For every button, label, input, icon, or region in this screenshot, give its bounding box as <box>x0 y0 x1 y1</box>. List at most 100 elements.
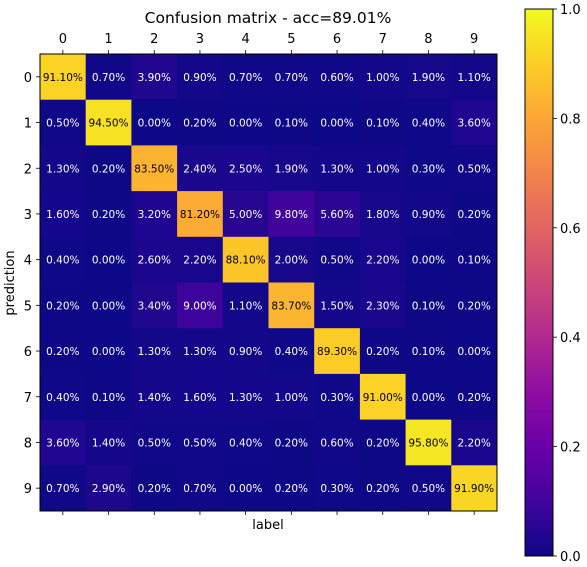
heatmap-cell <box>314 145 361 192</box>
cell-value-label: 0.20% <box>366 483 399 495</box>
heatmap-cell <box>405 373 452 421</box>
heatmap-cell <box>314 99 361 146</box>
heatmap-cell <box>40 419 87 466</box>
cell-value-label: 0.00% <box>92 300 125 312</box>
x-tick-label: 3 <box>196 32 204 47</box>
cell-value-label: 3.20% <box>138 209 171 221</box>
colorbar-tick-label: 0.0 <box>560 550 581 565</box>
cell-value-label: 0.60% <box>320 72 353 84</box>
y-tick-label: 9 <box>24 482 32 497</box>
cell-value-label: 83.70% <box>271 300 311 312</box>
colorbar-tick-label: 0.2 <box>560 441 581 456</box>
heatmap-cell <box>359 282 407 329</box>
heatmap-cell <box>359 236 407 283</box>
cell-value-label: 9.80% <box>275 209 308 221</box>
x-tick-label: 0 <box>59 32 67 47</box>
cell-value-label: 0.30% <box>412 163 445 175</box>
cell-value-label: 0.20% <box>366 437 399 449</box>
cell-value-label: 89.30% <box>317 346 357 358</box>
heatmap-cell <box>85 145 132 192</box>
cell-value-label: 5.60% <box>320 209 353 221</box>
cell-value-label: 1.30% <box>320 163 353 175</box>
heatmap-cell <box>40 236 87 283</box>
cell-value-label: 0.20% <box>183 118 216 130</box>
heatmap-cell <box>131 145 178 192</box>
cell-value-label: 0.00% <box>92 346 125 358</box>
heatmap-cell <box>268 54 315 101</box>
cell-value-label: 0.40% <box>229 437 262 449</box>
heatmap-cell <box>131 191 178 238</box>
cell-value-label: 1.30% <box>46 163 79 175</box>
cell-value-label: 0.70% <box>183 483 216 495</box>
plot-frame <box>39 53 498 512</box>
cell-value-label: 1.60% <box>183 392 216 404</box>
cell-value-label: 0.20% <box>92 209 125 221</box>
heatmap-cell <box>268 373 315 421</box>
heatmap-cell <box>359 373 407 421</box>
heatmap-cell <box>359 465 407 512</box>
heatmap-cell <box>40 282 87 329</box>
cell-value-label: 1.10% <box>229 300 262 312</box>
cell-value-label: 0.90% <box>412 209 445 221</box>
heatmap-cell <box>359 419 407 466</box>
heatmap-cell <box>451 373 498 421</box>
heatmap-cell <box>85 465 132 512</box>
cell-value-label: 0.30% <box>320 483 353 495</box>
cell-value-label: 0.00% <box>412 255 445 267</box>
heatmap-cell <box>40 465 87 512</box>
cell-value-label: 0.20% <box>457 209 490 221</box>
cell-value-label: 0.00% <box>229 483 262 495</box>
cell-value-label: 3.60% <box>457 118 490 130</box>
heatmap-cell <box>405 328 452 375</box>
heatmap-cell <box>40 191 87 238</box>
heatmap-cell <box>314 465 361 512</box>
cell-value-label: 1.30% <box>229 392 262 404</box>
heatmap-cell <box>405 99 452 146</box>
heatmap-cell <box>268 99 315 146</box>
heatmap-cell <box>268 191 315 238</box>
cell-value-label: 1.00% <box>366 72 399 84</box>
heatmap-cell <box>131 282 178 329</box>
cell-value-label: 2.30% <box>366 300 399 312</box>
heatmap-cell <box>268 236 315 283</box>
heatmap-cell <box>177 145 224 192</box>
cell-value-label: 1.00% <box>275 392 308 404</box>
cell-value-label: 1.80% <box>366 209 399 221</box>
heatmap-cell <box>314 419 361 466</box>
heatmap-cell <box>359 145 407 192</box>
heatmap-cell <box>451 328 498 375</box>
y-tick-label: 4 <box>24 254 32 269</box>
heatmap-cell <box>85 54 132 101</box>
cell-value-label: 0.00% <box>320 118 353 130</box>
cell-value-label: 9.00% <box>183 300 216 312</box>
heatmap-cell <box>40 373 87 421</box>
heatmap-cell <box>405 236 452 283</box>
y-axis-ticks: 0 1 2 3 4 5 6 7 8 9 <box>24 71 40 497</box>
heatmap-cell <box>177 236 224 283</box>
colorbar <box>524 8 554 557</box>
y-tick-label: 2 <box>24 162 32 177</box>
cell-value-label: 0.10% <box>412 346 445 358</box>
heatmap-cell <box>314 282 361 329</box>
colorbar-tick-label: 0.8 <box>560 112 581 127</box>
heatmap-cell <box>222 419 269 466</box>
heatmap-cell <box>451 236 498 283</box>
cell-value-label: 1.90% <box>412 72 445 84</box>
cell-value-label: 0.10% <box>366 118 399 130</box>
heatmap-cell <box>268 465 315 512</box>
cell-value-label: 0.00% <box>92 255 125 267</box>
cell-value-label: 0.00% <box>412 392 445 404</box>
heatmap-cell <box>222 328 269 375</box>
y-axis-label: prediction <box>3 250 18 315</box>
heatmap-cell <box>268 328 315 375</box>
heatmap-cell <box>451 145 498 192</box>
heatmap-cell <box>131 373 178 421</box>
heatmap-cell <box>222 236 269 283</box>
heatmap-cell <box>85 191 132 238</box>
cell-value-label: 0.50% <box>412 483 445 495</box>
heatmap-cell <box>222 373 269 421</box>
heatmap-cell <box>359 328 407 375</box>
heatmap-cell <box>405 145 452 192</box>
y-tick-label: 1 <box>24 117 32 132</box>
heatmap-cell <box>451 54 498 101</box>
